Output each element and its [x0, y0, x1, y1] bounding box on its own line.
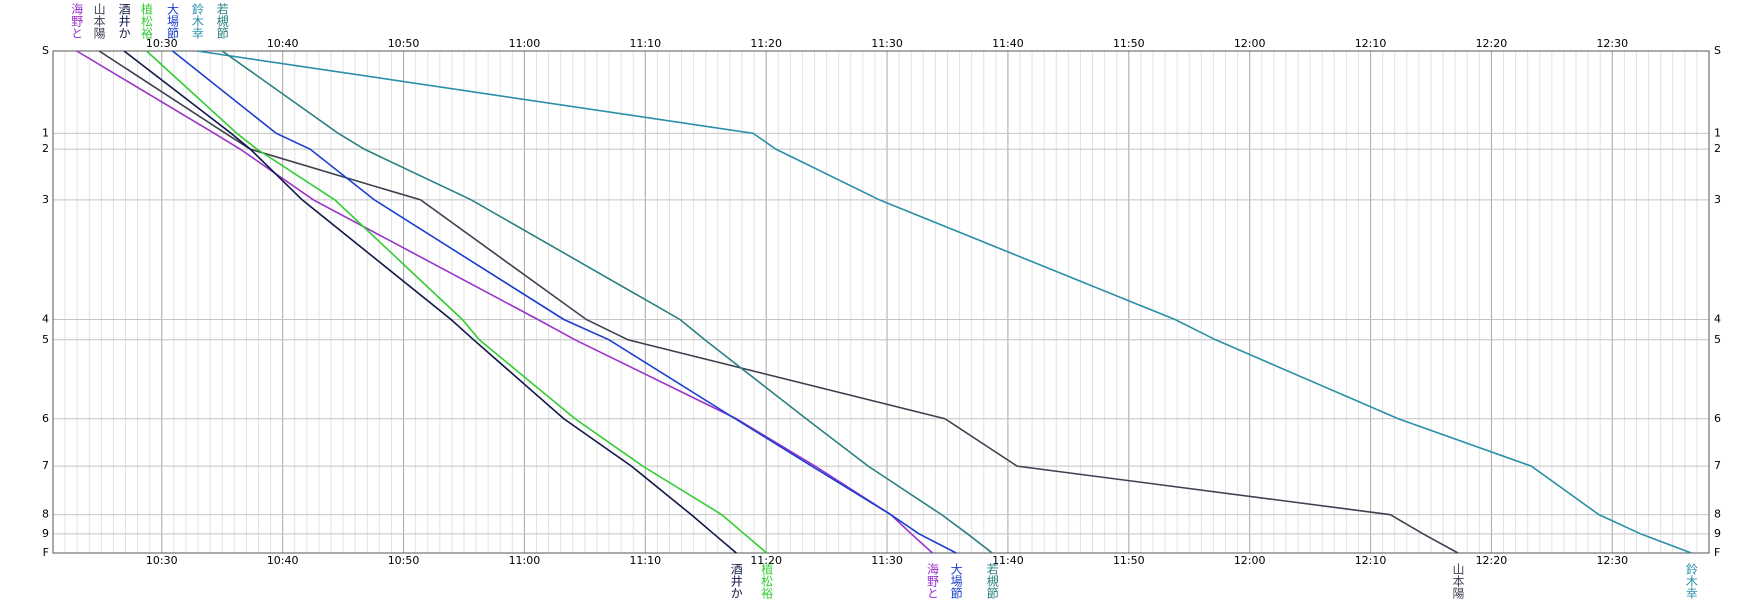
runner-label: 鈴木幸	[190, 2, 204, 39]
runner-label: 大場節	[949, 563, 963, 599]
x-tick-label: 11:40	[992, 37, 1024, 50]
y-tick-label: S	[1714, 44, 1721, 57]
y-tick-label: 5	[42, 333, 49, 346]
y-tick-label: 6	[42, 412, 49, 425]
y-tick-label: 5	[1714, 333, 1721, 346]
y-tick-label: F	[1714, 546, 1720, 559]
runner-line	[221, 50, 993, 554]
y-tick-label: 1	[1714, 126, 1721, 139]
y-tick-label: 7	[1714, 459, 1721, 472]
x-tick-label: 10:30	[146, 37, 178, 50]
runner-label: 山本陽	[1451, 563, 1465, 600]
runner-line	[76, 50, 934, 554]
runner-label: 鈴木幸	[1684, 562, 1698, 599]
runner-line	[146, 50, 768, 554]
y-tick-label: S	[42, 44, 49, 57]
x-tick-label: 11:00	[509, 554, 541, 567]
runner-label: 若槻節	[985, 563, 999, 599]
runner-line	[123, 50, 737, 554]
x-tick-label: 11:50	[1113, 37, 1145, 50]
y-tick-label: 2	[42, 142, 49, 155]
y-tick-label: 1	[42, 126, 49, 139]
x-tick-label: 10:50	[388, 554, 420, 567]
x-tick-label: 11:10	[629, 37, 661, 50]
x-tick-label: 11:30	[871, 554, 903, 567]
y-tick-label: F	[43, 546, 49, 559]
x-tick-label: 11:50	[1113, 554, 1145, 567]
y-tick-label: 9	[1714, 527, 1721, 540]
x-tick-label: 11:20	[750, 554, 782, 567]
runner-line	[172, 50, 957, 554]
x-tick-label: 11:10	[629, 554, 661, 567]
plot-frame	[52, 50, 1710, 554]
x-tick-label: 10:40	[267, 554, 299, 567]
runner-label: 山本陽	[92, 3, 106, 40]
y-tick-label: 7	[42, 459, 49, 472]
y-tick-label: 3	[1714, 193, 1721, 206]
x-tick-label: 11:20	[750, 37, 782, 50]
runner-line	[98, 50, 1459, 554]
x-tick-label: 12:00	[1234, 37, 1266, 50]
x-tick-label: 10:30	[146, 554, 178, 567]
runner-line	[197, 50, 1692, 554]
x-tick-label: 11:00	[509, 37, 541, 50]
x-tick-label: 12:00	[1234, 554, 1266, 567]
x-tick-label: 12:20	[1476, 554, 1508, 567]
y-tick-label: 9	[42, 527, 49, 540]
y-tick-label: 6	[1714, 412, 1721, 425]
y-tick-label: 4	[1714, 312, 1721, 325]
runner-label: 植松裕	[140, 2, 154, 40]
runner-label: 若槻節	[215, 3, 229, 39]
runner-label: 海野と	[70, 2, 84, 39]
x-tick-label: 12:10	[1355, 37, 1387, 50]
x-tick-label: 12:10	[1355, 554, 1387, 567]
runner-label: 大場節	[166, 3, 180, 39]
runner-label: 海野と	[925, 562, 939, 599]
x-tick-label: 11:40	[992, 554, 1024, 567]
y-tick-label: 2	[1714, 142, 1721, 155]
y-tick-label: 8	[1714, 508, 1721, 521]
y-tick-label: 3	[42, 193, 49, 206]
runner-label: 酒井か	[117, 3, 131, 39]
runner-label: 植松裕	[760, 562, 774, 600]
x-tick-label: 10:40	[267, 37, 299, 50]
y-tick-label: 8	[42, 508, 49, 521]
y-tick-label: 4	[42, 312, 49, 325]
x-tick-label: 12:30	[1596, 554, 1628, 567]
x-tick-label: 12:30	[1596, 37, 1628, 50]
x-tick-label: 11:30	[871, 37, 903, 50]
x-tick-label: 12:20	[1476, 37, 1508, 50]
runner-label: 酒井か	[729, 563, 743, 599]
x-tick-label: 10:50	[388, 37, 420, 50]
